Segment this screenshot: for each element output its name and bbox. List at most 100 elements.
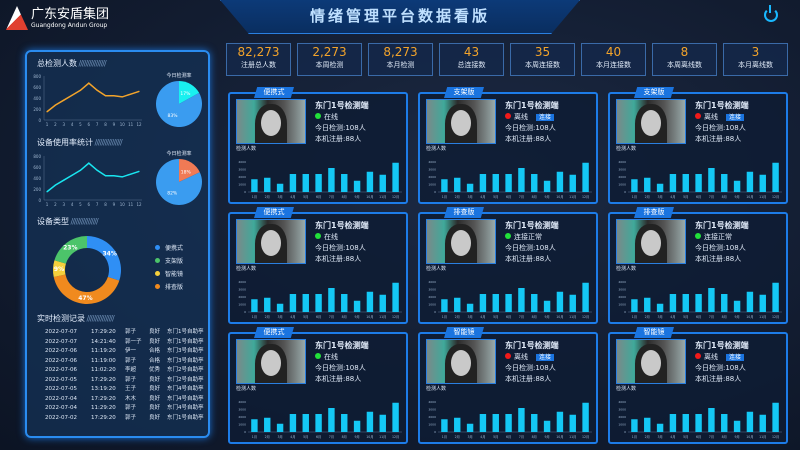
bar [669, 174, 677, 192]
record-row[interactable]: 2022-07-04 11:29:20 郭子 良好 东门4号自助亭 [45, 404, 204, 414]
x-tick-label: 6月 [316, 435, 321, 439]
logo-cn: 广东安盾集团 [31, 6, 110, 22]
stat-value: 35 [534, 45, 551, 59]
x-tick-label: 2月 [455, 195, 460, 199]
camera-snapshot [236, 339, 306, 384]
x-tick-label: 4月 [670, 195, 675, 199]
x-tick-label: 10月 [556, 435, 563, 439]
bar [708, 408, 715, 432]
record-row[interactable]: 2022-07-02 17:29:20 郭子 良好 东门1号自助亭 [45, 414, 204, 424]
record-row[interactable]: 2022-07-05 13:19:20 王子 良好 东门4号自助亭 [45, 385, 204, 395]
data-point [79, 89, 82, 91]
x-tick-label: 6月 [316, 195, 321, 199]
record-cell: 郭子 [125, 357, 137, 364]
y-tick-label: 0 [244, 190, 246, 194]
slice-label: 17% [180, 91, 191, 97]
x-tick-label: 8月 [342, 435, 347, 439]
connect-button[interactable]: 连接 [726, 114, 745, 121]
x-tick-label: 7 [96, 122, 99, 127]
record-cell: 东门2号自助亭 [167, 367, 204, 373]
device-type-tag: 智能镜 [634, 327, 674, 338]
record-cell: 2022-07-06 [45, 357, 77, 364]
x-tick-label: 4月 [480, 195, 485, 199]
pie-slice [156, 159, 203, 205]
bar [392, 402, 399, 432]
slice-label: 82% [167, 191, 178, 197]
device-card[interactable]: 便携式 东门1号检测端 在线 今日检测:108人 本机注册:88人 检测人数 0… [228, 87, 408, 204]
device-card[interactable]: 支架版 东门1号检测端 离线 连接 今日检测:108人 本机注册:88人 检测人数… [418, 87, 598, 204]
y-tick-label: 4000 [238, 280, 246, 284]
device-name: 东门1号检测端 [315, 221, 369, 230]
x-tick-label: 10月 [366, 315, 373, 319]
bar [328, 288, 335, 312]
connect-button[interactable]: 连接 [726, 354, 745, 361]
x-tick-label: 1月 [442, 435, 447, 439]
registered-count: 本机注册:88人 [315, 375, 362, 383]
y-tick-label: 4000 [238, 160, 246, 164]
bar [505, 294, 512, 312]
status-dot-icon [505, 233, 511, 239]
y-tick-label: 3000 [618, 408, 626, 412]
today-count: 今日检测:108人 [695, 244, 746, 252]
record-row[interactable]: 2022-07-07 17:29:20 郭子 良好 东门1号自助亭 [45, 328, 204, 338]
connect-button[interactable]: 连接 [536, 354, 555, 361]
power-icon[interactable] [764, 5, 778, 22]
device-card[interactable]: 排查版 东门1号检测端 连接正常 今日检测:108人 本机注册:88人 检测人数… [418, 207, 598, 324]
bar [695, 174, 702, 192]
bar [556, 171, 564, 192]
record-cell: 13:19:20 [91, 386, 116, 392]
x-tick-label: 5月 [303, 195, 308, 199]
device-status: 在线 [324, 113, 338, 121]
device-card[interactable]: 智能镜 东门1号检测端 离线 连接 今日检测:108人 本机注册:88人 检测人数… [418, 327, 598, 444]
y-tick-label: 0 [624, 310, 626, 314]
camera-snapshot [616, 219, 686, 264]
bar [289, 414, 297, 432]
x-tick-label: 12月 [392, 315, 399, 319]
record-row[interactable]: 2022-07-06 11:19:20 伊一 合格 东门3号自助亭 [45, 347, 204, 357]
bar [251, 179, 258, 192]
stat-box: 8,273 本月检测 [368, 43, 433, 76]
bar [466, 303, 474, 312]
bar [328, 408, 335, 432]
connect-button[interactable]: 连接 [536, 114, 555, 121]
today-count: 今日检测:108人 [695, 124, 746, 132]
x-tick-label: 1月 [632, 195, 637, 199]
pie-slice [179, 81, 200, 104]
device-card[interactable]: 排查版 东门1号检测端 连接正常 今日检测:108人 本机注册:88人 检测人数… [608, 207, 788, 324]
record-cell: 东门1号自助亭 [167, 414, 204, 421]
x-tick-label: 7月 [709, 315, 714, 319]
y-tick-label: 600 [33, 165, 41, 170]
record-cell: 王子 [125, 386, 137, 392]
bar [644, 417, 651, 432]
record-row[interactable]: 2022-07-04 17:29:20 木木 良好 东门4号自助亭 [45, 395, 204, 405]
y-tick-label: 0 [244, 430, 246, 434]
bar [276, 183, 284, 192]
bar [708, 168, 715, 192]
record-cell: 李超 [125, 367, 137, 373]
type-title: 设备类型 [37, 217, 98, 227]
bar [772, 162, 779, 192]
chart-title: 检测人数 [426, 386, 447, 392]
legend-item: 支架版 [155, 255, 183, 268]
bar [582, 282, 589, 312]
device-card[interactable]: 智能镜 东门1号检测端 离线 连接 今日检测:108人 本机注册:88人 检测人数… [608, 327, 788, 444]
stat-box: 2,273 本周检测 [297, 43, 362, 76]
record-cell: 优秀 [149, 367, 161, 373]
record-row[interactable]: 2022-07-05 17:29:20 郭子 良好 东门2号自助亭 [45, 376, 204, 386]
x-tick-label: 11月 [759, 315, 766, 319]
record-row[interactable]: 2022-07-07 14:21:40 郭一子 良好 东门1号自助亭 [45, 338, 204, 348]
record-row[interactable]: 2022-07-06 11:19:00 郭子 合格 东门3号自助亭 [45, 357, 204, 367]
total-title: 总检测人数 [37, 59, 106, 69]
device-card[interactable]: 便携式 东门1号检测端 在线 今日检测:108人 本机注册:88人 检测人数 0… [228, 207, 408, 324]
device-type-tag: 便携式 [254, 207, 294, 218]
bar [289, 174, 297, 192]
device-card[interactable]: 支架版 东门1号检测端 离线 连接 今日检测:108人 本机注册:88人 检测人数… [608, 87, 788, 204]
record-row[interactable]: 2022-07-06 11:02:20 李超 优秀 东门2号自助亭 [45, 366, 204, 376]
x-tick-label: 3月 [277, 315, 282, 319]
record-cell: 11:19:00 [91, 357, 116, 364]
registered-count: 本机注册:88人 [315, 135, 362, 143]
device-card[interactable]: 便携式 东门1号检测端 在线 今日检测:108人 本机注册:88人 检测人数 0… [228, 327, 408, 444]
bar [682, 174, 689, 192]
y-tick-label: 2000 [238, 415, 246, 419]
data-point [63, 99, 65, 101]
